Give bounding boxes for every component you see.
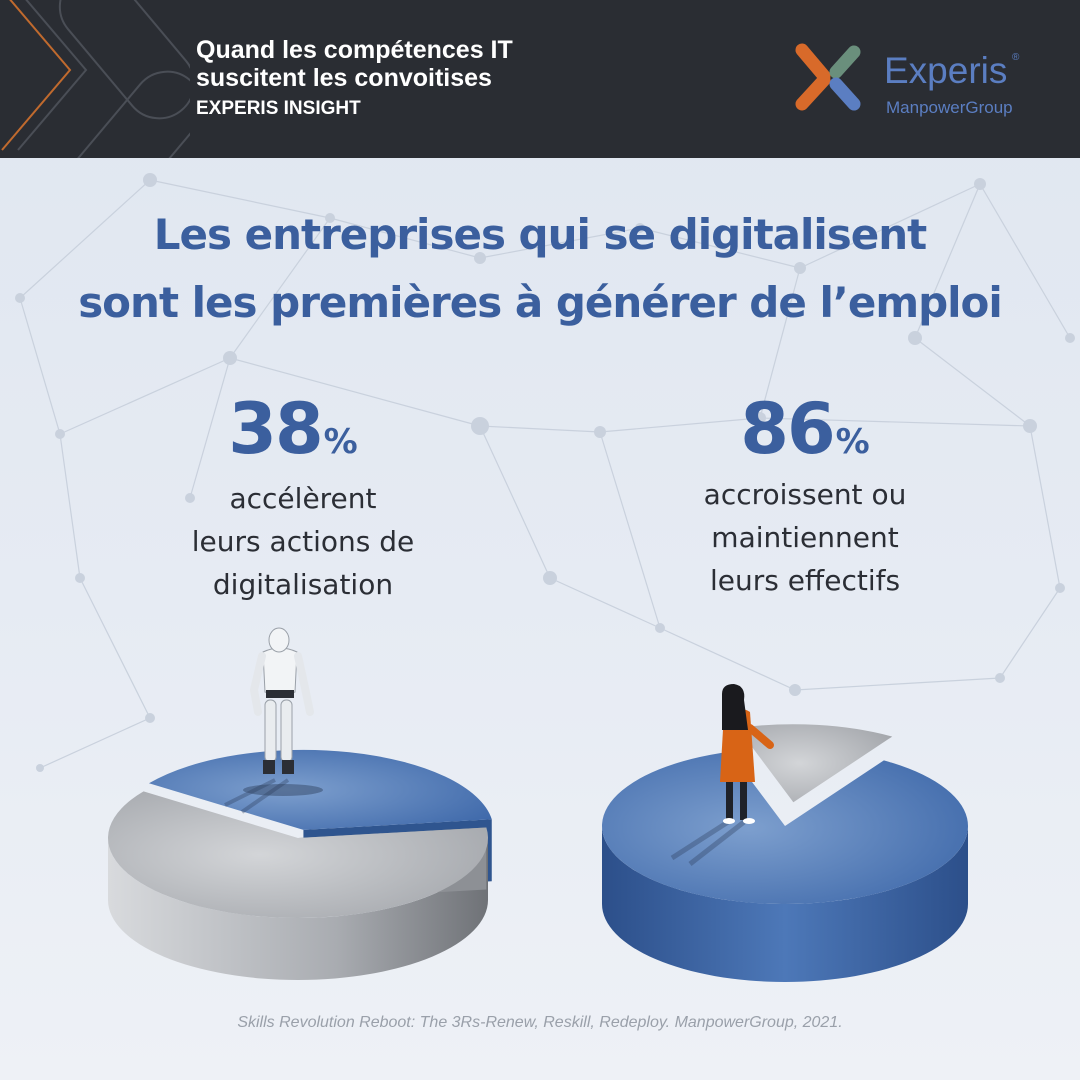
header-subtitle: EXPERIS INSIGHT (196, 98, 361, 119)
header-title-line2: suscitent les convoitises (196, 64, 492, 92)
pie-0-slice-1 (107, 791, 488, 919)
stat-right: 86% (595, 388, 1015, 470)
logo-wordmark: Experis (884, 50, 1008, 91)
stat-left-value: 38 (228, 388, 323, 470)
stat-right-description-line: leurs effectifs (709, 564, 901, 597)
header-title-line1: Quand les compétences IT (196, 36, 513, 64)
header-bar: Quand les compétences IT suscitent les c… (0, 0, 1080, 158)
stat-left: 38% (83, 388, 503, 470)
pie-1-slice-1 (737, 724, 893, 803)
stat-right-description: accroissent ou maintiennent leurs effect… (595, 473, 1015, 602)
header-chevron-decoration-icon (1, 0, 190, 158)
pie-chart-right (602, 724, 969, 982)
stat-left-description-line: digitalisation (212, 568, 394, 601)
stat-left-unit: % (323, 422, 358, 462)
robot-figure-icon (224, 627, 323, 814)
stat-right-value: 86 (740, 388, 835, 470)
source-citation: Skills Revolution Reboot: The 3Rs-Renew,… (237, 1014, 843, 1031)
stat-left-description-line: leurs actions de (191, 525, 415, 558)
stat-right-unit: % (835, 422, 870, 462)
experis-x-mark-icon (795, 43, 861, 111)
pie-0-slice-1-side (108, 838, 488, 980)
pie-1-slice-0 (602, 751, 969, 904)
pie-0-slice-0 (148, 749, 492, 830)
headline-line2: sont les premières à générer de l’emploi (78, 278, 1003, 327)
stat-left-description: accélèrent leurs actions de digitalisati… (93, 477, 513, 606)
network-background-pattern (15, 173, 1075, 772)
stat-left-description-line: accélèrent (229, 482, 377, 515)
logo-group-name: ManpowerGroup (886, 98, 1013, 117)
stat-right-description-line: maintiennent (711, 521, 899, 554)
logo-registered-mark: ® (1012, 52, 1020, 63)
pie-1-slice-0-side (602, 826, 968, 982)
stat-right-description-line: accroissent ou (703, 478, 907, 511)
woman-figure-icon (670, 684, 774, 866)
pie-chart-left (107, 749, 492, 980)
headline-line1: Les entreprises qui se digitalisent (153, 210, 928, 259)
